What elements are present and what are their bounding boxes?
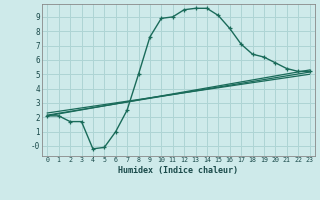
- X-axis label: Humidex (Indice chaleur): Humidex (Indice chaleur): [118, 166, 238, 175]
